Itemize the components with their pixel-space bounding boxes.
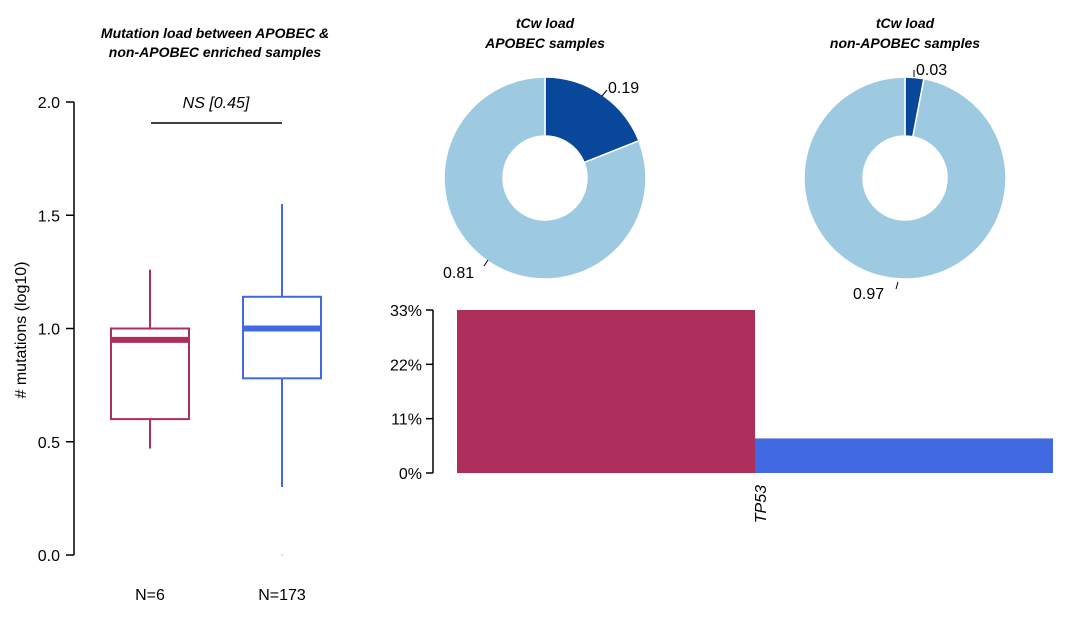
bar-y-tick-label: 22% xyxy=(390,357,422,374)
boxplot-x-tick-label: N=6 xyxy=(135,587,165,604)
pie-apobec-slice-label: 0.19 xyxy=(608,80,639,97)
pie-apobec-title-line-2: APOBEC samples xyxy=(484,35,605,51)
pie-apobec-panel: tCw load APOBEC samples 0.19 0.81 xyxy=(443,15,647,282)
boxplot-y-axis-label: # mutations (log10) xyxy=(13,262,30,399)
pie-nonapobec-slice-label: 0.03 xyxy=(916,62,947,79)
boxplot-x-tick-label: N=173 xyxy=(258,587,306,604)
boxplot-y-tick-label: 0.5 xyxy=(38,435,60,452)
boxplot-panel: Mutation load between APOBEC & non-APOBE… xyxy=(13,25,329,604)
boxplot-title-line-1: Mutation load between APOBEC & xyxy=(101,25,329,41)
pie-apobec-title-line-1: tCw load xyxy=(516,15,575,31)
bar-y-tick-label: 0% xyxy=(399,466,422,483)
pie-nonapobec-slice xyxy=(803,76,1007,280)
bar-x-tick-label: TP53 xyxy=(753,485,770,523)
boxplot-title-line-2: non-APOBEC enriched samples xyxy=(109,44,322,60)
pie-nonapobec-title-line-2: non-APOBEC samples xyxy=(830,35,980,51)
pie-apobec-slice xyxy=(443,76,647,280)
bar-apobec xyxy=(457,310,755,473)
boxplot-y-tick-label: 1.5 xyxy=(38,208,60,225)
boxplot-box xyxy=(110,327,190,421)
bar-y-tick-label: 11% xyxy=(391,412,422,429)
pie-nonapobec-title-line-1: tCw load xyxy=(876,15,935,31)
bar-non-apobec xyxy=(755,438,1053,473)
pie-apobec-slice xyxy=(544,76,640,164)
boxplot-outlier-point xyxy=(281,554,283,556)
pie-apobec-slice-label: 0.81 xyxy=(443,265,474,282)
boxplot-box xyxy=(242,295,322,380)
pie-nonapobec-panel: tCw load non-APOBEC samples 0.03 0.97 xyxy=(803,15,1007,303)
boxplot-y-tick-label: 0.0 xyxy=(38,548,60,565)
bar-panel: 0% 11% 22% 33% TP53 xyxy=(390,303,1053,523)
significance-label: NS [0.45] xyxy=(183,95,250,112)
pie-apobec-slice-leader xyxy=(601,89,608,97)
pie-nonapobec-slice-leader xyxy=(895,281,899,290)
pie-apobec-slice-leader xyxy=(483,259,489,267)
boxplot-y-tick-label: 2.0 xyxy=(38,95,60,112)
boxplot-y-tick-label: 1.0 xyxy=(38,322,60,339)
pie-nonapobec-slice-label: 0.97 xyxy=(853,286,884,303)
bar-y-tick-label: 33% xyxy=(390,303,422,320)
